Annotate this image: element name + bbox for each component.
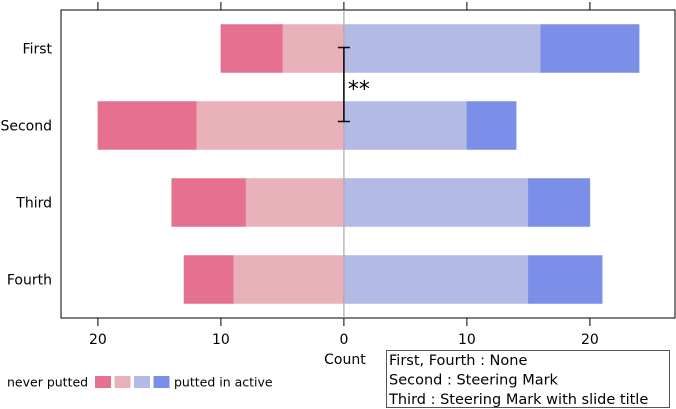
bar-third-neg-2 (171, 178, 246, 227)
bar-fourth-neg-2 (183, 255, 234, 304)
bar-first-neg-2 (220, 24, 283, 73)
bar-third-pos-2 (528, 178, 591, 227)
bar-second-neg-1 (196, 101, 345, 150)
bar-first-pos-1 (343, 24, 541, 73)
note-line-2: Second : Steering Mark (389, 373, 559, 389)
significance-label: ** (348, 78, 370, 103)
x-tick-label: 10 (212, 332, 230, 348)
category-label-fourth: Fourth (7, 273, 52, 289)
legend-swatch-4 (153, 376, 170, 388)
bar-second-neg-2 (97, 101, 197, 150)
category-label-third: Third (15, 196, 52, 212)
bar-second-pos-2 (466, 101, 517, 150)
plot-frame (60, 9, 676, 319)
legend-right-text: putted in active (174, 375, 273, 390)
bar-fourth-pos-2 (528, 255, 603, 304)
legend-swatch-3 (134, 376, 150, 388)
category-label-second: Second (0, 119, 52, 135)
note-line-3: Third : Steering Mark with slide title (388, 392, 648, 408)
x-axis-title: Count (324, 352, 366, 368)
category-label-first: First (23, 42, 53, 58)
x-tick-label: 20 (89, 332, 107, 348)
bar-third-neg-1 (245, 178, 345, 227)
x-tick-label: 20 (581, 332, 599, 348)
bar-first-neg-1 (282, 24, 345, 73)
bar-third-pos-1 (343, 178, 529, 227)
legend-swatch-1 (95, 376, 111, 388)
bar-first-pos-2 (540, 24, 640, 73)
note-line-1: First, Fourth : None (389, 353, 527, 369)
x-tick-label: 0 (339, 332, 348, 348)
legend-left-text: never putted (7, 375, 88, 390)
legend-swatch-2 (114, 376, 131, 388)
bar-fourth-pos-1 (343, 255, 529, 304)
notes-box (386, 350, 670, 408)
bar-second-pos-1 (343, 101, 468, 150)
x-tick-label: 10 (458, 332, 476, 348)
bar-fourth-neg-1 (232, 255, 345, 304)
